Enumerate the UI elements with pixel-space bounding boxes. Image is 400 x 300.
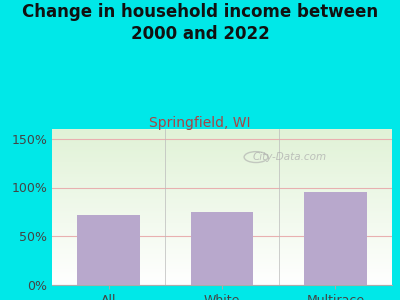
Text: Change in household income between
2000 and 2022: Change in household income between 2000 …	[22, 3, 378, 43]
Text: City-Data.com: City-Data.com	[253, 152, 327, 162]
Bar	[78, 215, 140, 285]
Bar	[191, 212, 253, 285]
Bar	[304, 192, 366, 285]
Text: Springfield, WI: Springfield, WI	[149, 116, 251, 130]
